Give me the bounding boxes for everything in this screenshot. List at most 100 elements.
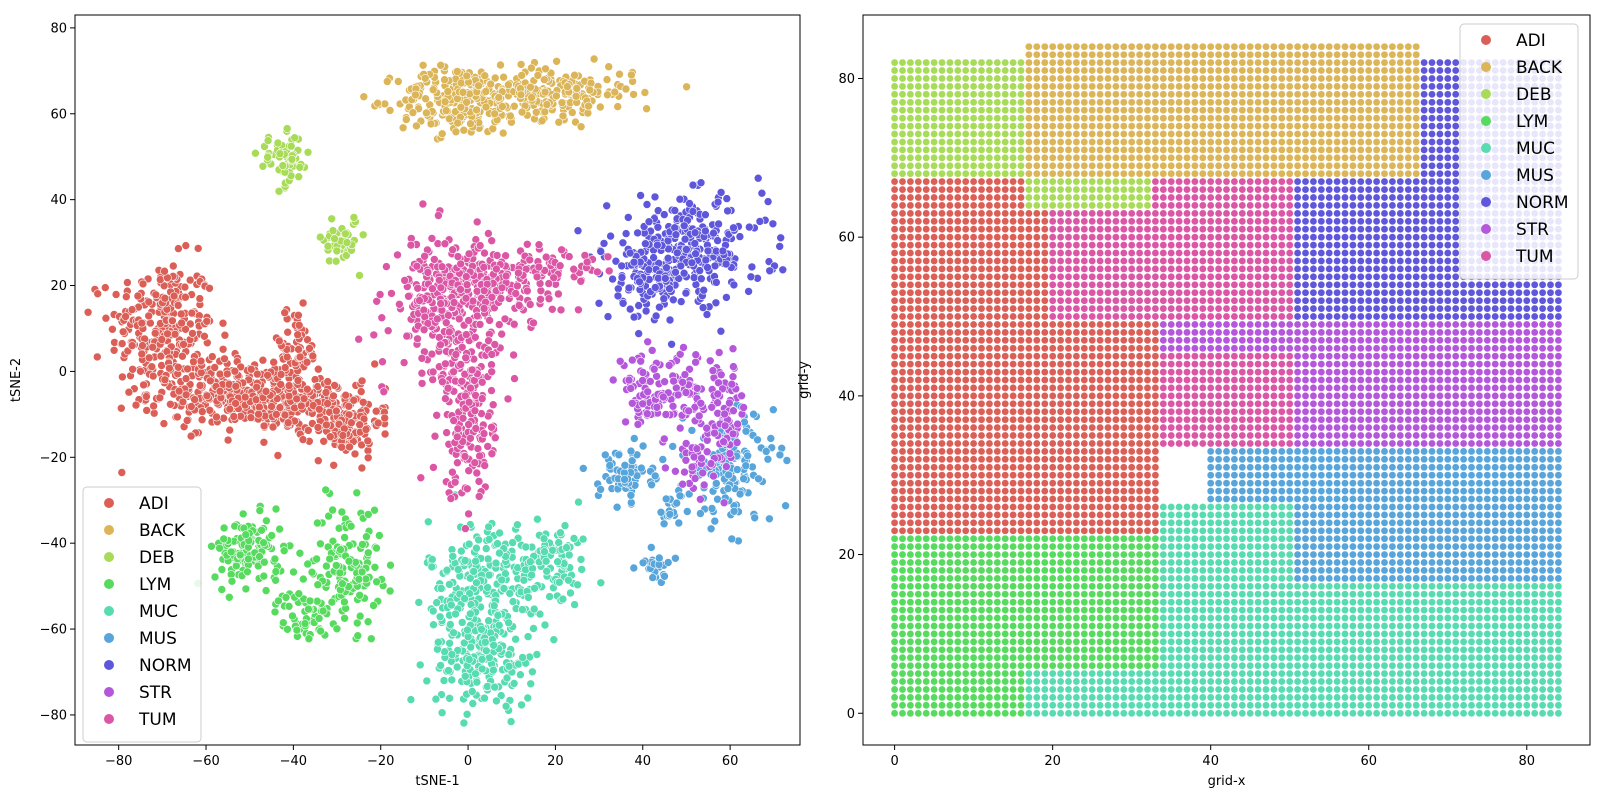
grid-point-lym (961, 646, 970, 654)
grid-point-adi (954, 185, 962, 194)
grid-point-adi (969, 511, 978, 519)
tsne-point-tum (440, 239, 450, 248)
grid-point-adi (938, 495, 946, 503)
grid-point-deb (914, 122, 923, 130)
grid-point-deb (930, 66, 938, 75)
grid-point-deb (914, 98, 923, 107)
grid-point-deb (961, 114, 970, 122)
grid-point-lym (898, 653, 907, 662)
grid-point-deb (938, 130, 946, 138)
grid-point-deb (961, 146, 970, 154)
tsne-point-mus (727, 534, 737, 544)
grid-point-adi (898, 376, 907, 384)
tsne-point-tum (514, 301, 524, 310)
tsne-point-muc (505, 589, 515, 598)
grid-point-deb (922, 130, 931, 138)
tsne-point-muc (415, 660, 425, 670)
tsne-point-muc (529, 624, 538, 633)
tsne-point-tum (532, 272, 542, 282)
grid-point-adi (922, 407, 931, 416)
grid-point-adi (922, 217, 931, 226)
tsne-point-adi (138, 341, 147, 350)
grid-point-adi (969, 312, 978, 321)
tsne-point-muc (494, 620, 504, 630)
tsne-point-tum (429, 255, 439, 264)
tsne-point-muc (495, 528, 504, 538)
grid-point-adi (922, 257, 931, 265)
grid-point-adi (969, 328, 978, 337)
tsne-x-axis-label: tSNE-1 (415, 774, 459, 789)
grid-point-adi (906, 431, 915, 440)
tsne-point-str (702, 423, 712, 433)
grid-point-deb (906, 130, 915, 138)
grid-point-adi (922, 399, 931, 408)
grid-point-lym (898, 542, 907, 551)
grid-point-adi (890, 392, 899, 400)
tsne-point-back (682, 82, 691, 92)
grid-point-deb (969, 90, 978, 99)
tsne-point-norm (602, 201, 612, 211)
grid-point-adi (954, 392, 962, 400)
grid-point-adi (969, 392, 978, 400)
grid-point-adi (914, 376, 923, 384)
grid-point-adi (906, 241, 915, 249)
tsne-point-tum (470, 458, 480, 468)
tsne-point-muc (460, 671, 470, 681)
grid-point-adi (985, 320, 994, 329)
grid-point-deb (906, 138, 915, 146)
grid-point-adi (961, 288, 970, 297)
tsne-point-norm (625, 248, 635, 258)
grid-point-adi (914, 519, 923, 527)
grid-point-deb (914, 82, 923, 91)
tsne-point-muc (472, 543, 481, 553)
grid-point-adi (922, 392, 931, 400)
tsne-point-back (422, 108, 431, 118)
grid-point-adi (930, 320, 938, 329)
tsne-point-muc (468, 699, 478, 708)
grid-point-lym (969, 661, 978, 670)
tsne-point-norm (650, 192, 660, 202)
grid-point-lym (914, 550, 923, 559)
grid-point-adi (930, 257, 938, 265)
tsne-point-norm (679, 221, 689, 231)
grid-point-adi (946, 471, 954, 480)
tsne-point-str (649, 364, 659, 374)
tsne-point-back (437, 129, 447, 139)
tsne-point-mus (675, 491, 685, 501)
grid-point-lym (961, 653, 970, 662)
grid-point-lym (898, 550, 907, 559)
tsne-point-adi (93, 352, 102, 362)
grid-point-adi (946, 265, 954, 273)
grid-point-adi (898, 479, 907, 488)
grid-point-adi (977, 415, 986, 424)
tsne-point-tum (448, 467, 457, 477)
grid-point-adi (977, 233, 986, 241)
grid-point-lym (938, 630, 946, 638)
grid-point-adi (938, 312, 946, 321)
tsne-point-deb (263, 136, 273, 145)
grid-point-lym (946, 542, 954, 551)
grid-point-deb (954, 130, 962, 138)
tsne-point-adi (258, 355, 268, 365)
grid-point-adi (906, 399, 915, 408)
grid-point-adi (946, 519, 954, 527)
grid-point-adi (914, 193, 923, 202)
grid-point-adi (938, 423, 946, 432)
tsne-point-tum (470, 406, 480, 416)
tsne-point-back (576, 122, 586, 131)
grid-point-adi (930, 431, 938, 440)
tsne-point-adi (252, 382, 262, 392)
tsne-point-adi (127, 341, 137, 350)
grid-point-adi (954, 304, 962, 313)
tsne-point-str (691, 357, 700, 367)
tsne-point-norm (618, 298, 628, 308)
tsne-point-lym (271, 575, 280, 585)
grid-point-lym (985, 574, 994, 583)
tsne-point-mus (671, 553, 680, 563)
tsne-point-tum (557, 245, 566, 255)
grid-point-deb (938, 74, 946, 83)
tsne-point-norm (776, 233, 786, 243)
tsne-point-tum (406, 240, 416, 250)
tsne-point-norm (703, 246, 713, 256)
grid-point-lym (914, 693, 923, 702)
